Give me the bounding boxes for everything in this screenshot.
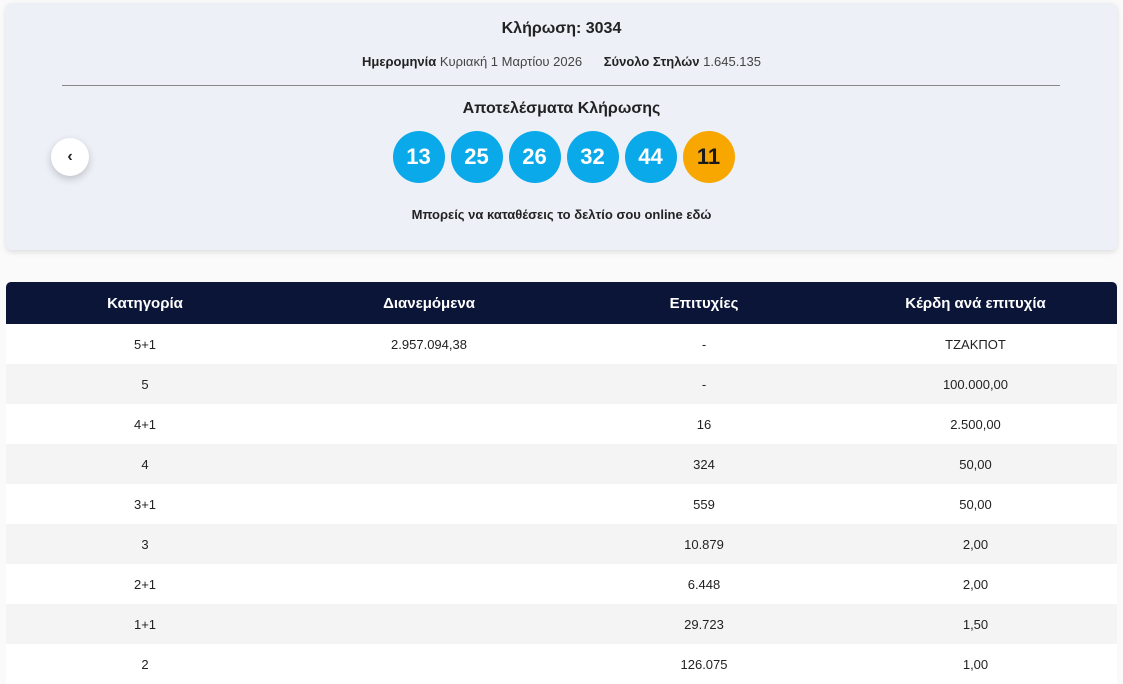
cell-distributed xyxy=(284,524,574,564)
cell-distributed xyxy=(284,604,574,644)
cell-prize: 50,00 xyxy=(959,456,992,472)
cell-winners: - xyxy=(701,376,707,392)
cell-category: 4 xyxy=(141,456,149,472)
cell-distributed xyxy=(284,444,574,484)
table-row: 5 - 100.000,00 xyxy=(6,364,1117,404)
table-row: 1+1 29.723 1,50 xyxy=(6,604,1117,644)
draw-card: Κλήρωση: 3034 Ημερομηνία Κυριακή 1 Μαρτί… xyxy=(6,3,1117,250)
table-row: 5+1 2.957.094,38 - ΤΖΑΚΠΟΤ xyxy=(6,324,1117,364)
cell-category: 3+1 xyxy=(133,496,157,512)
draw-title: Κλήρωση: 3034 xyxy=(501,20,622,37)
table-row: 2+1 6.448 2,00 xyxy=(6,564,1117,604)
online-link[interactable]: Μπορείς να καταθέσεις το δελτίο σου onli… xyxy=(411,207,712,222)
cell-prize: 1,00 xyxy=(962,656,989,672)
cell-winners: - xyxy=(701,336,707,352)
cell-prize: 2,00 xyxy=(962,536,989,552)
table-header: Κατηγορία Διανεμόμενα Επιτυχίες Κέρδη ανά ε… xyxy=(6,282,1117,324)
date-label: Ημερομηνία xyxy=(362,54,437,69)
cell-winners: 6.448 xyxy=(687,576,721,592)
cell-distributed xyxy=(284,404,574,444)
table-row: 3 10.879 2,00 xyxy=(6,524,1117,564)
columns-label: Σύνολο Στηλών xyxy=(603,54,700,69)
balls: 13 25 26 32 44 11 xyxy=(6,131,1117,183)
cell-prize: 1,50 xyxy=(962,616,989,632)
ball: 25 xyxy=(450,131,503,183)
cell-distributed xyxy=(284,644,574,684)
cell-winners: 29.723 xyxy=(684,616,724,632)
ball: 26 xyxy=(508,131,561,183)
cell-winners: 126.075 xyxy=(680,656,728,672)
column-header: Διανεμόμενα xyxy=(284,282,574,324)
cell-prize: 2.500,00 xyxy=(950,416,1001,432)
ball: 13 xyxy=(392,131,445,183)
cell-winners: 559 xyxy=(693,496,715,512)
bonus-ball: 11 xyxy=(682,131,735,183)
cell-category: 2+1 xyxy=(133,576,157,592)
cell-prize: 2,00 xyxy=(962,576,989,592)
previous-button[interactable]: ‹ xyxy=(51,138,89,176)
date-value: Κυριακή 1 Μαρτίου 2026 xyxy=(439,54,583,69)
table-body: 5+1 2.957.094,38 - ΤΖΑΚΠΟΤ 5 - 100.000,00 4+1 16… xyxy=(6,324,1117,684)
cell-prize: ΤΖΑΚΠΟΤ xyxy=(945,336,1006,352)
cell-prize: 100.000,00 xyxy=(942,376,1009,392)
table-row: 2 126.075 1,00 xyxy=(6,644,1117,684)
table-row: 4 324 50,00 xyxy=(6,444,1117,484)
column-header: Επιτυχίες xyxy=(574,282,834,324)
cell-winners: 10.879 xyxy=(684,536,724,552)
separator xyxy=(62,85,1060,86)
ball: 44 xyxy=(624,131,677,183)
ball: 32 xyxy=(566,131,619,183)
cell-prize: 50,00 xyxy=(959,496,992,512)
table-row: 4+1 16 2.500,00 xyxy=(6,404,1117,444)
cell-category: 5+1 xyxy=(133,336,157,352)
cell-distributed: 2.957.094,38 xyxy=(391,336,467,352)
cell-category: 1+1 xyxy=(133,616,157,632)
columns-value: 1.645.135 xyxy=(703,54,761,69)
prize-table: Κατηγορία Διανεμόμενα Επιτυχίες Κέρδη ανά ε… xyxy=(6,282,1117,684)
column-header: Κέρδη ανά επιτυχία xyxy=(834,282,1117,324)
results-title: Αποτελέσματα Κλήρωσης xyxy=(462,100,661,117)
column-header: Κατηγορία xyxy=(6,282,284,324)
cell-category: 5 xyxy=(141,376,149,392)
table-row: 3+1 559 50,00 xyxy=(6,484,1117,524)
cell-category: 3 xyxy=(141,536,149,552)
cell-category: 4+1 xyxy=(133,416,157,432)
cell-distributed xyxy=(284,484,574,524)
cell-distributed xyxy=(284,564,574,604)
cell-category: 2 xyxy=(141,656,149,672)
cell-winners: 324 xyxy=(693,456,715,472)
cell-distributed xyxy=(284,364,574,404)
cell-winners: 16 xyxy=(696,416,712,432)
draw-meta: Ημερομηνία Κυριακή 1 Μαρτίου 2026 Σύνολο… xyxy=(6,54,1117,69)
